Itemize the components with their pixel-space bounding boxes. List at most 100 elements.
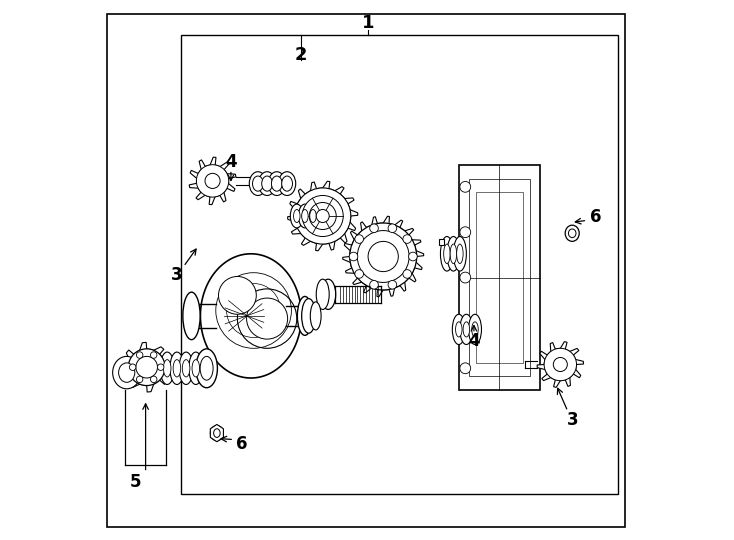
Text: 6: 6 <box>590 208 602 226</box>
Ellipse shape <box>294 210 300 222</box>
Ellipse shape <box>450 244 457 264</box>
Ellipse shape <box>568 229 576 238</box>
Ellipse shape <box>252 176 264 191</box>
Ellipse shape <box>456 322 462 337</box>
Ellipse shape <box>219 276 256 314</box>
Ellipse shape <box>182 360 190 377</box>
Polygon shape <box>440 239 443 245</box>
Ellipse shape <box>388 224 396 233</box>
Ellipse shape <box>457 244 463 264</box>
Ellipse shape <box>388 280 396 289</box>
Ellipse shape <box>349 223 417 290</box>
Ellipse shape <box>150 352 157 358</box>
Ellipse shape <box>164 360 171 377</box>
Text: 1: 1 <box>362 14 374 32</box>
Ellipse shape <box>250 172 266 195</box>
Polygon shape <box>343 216 424 297</box>
Polygon shape <box>200 254 302 378</box>
Ellipse shape <box>460 363 470 374</box>
Ellipse shape <box>349 252 357 261</box>
Ellipse shape <box>205 173 220 188</box>
Ellipse shape <box>272 176 282 191</box>
Ellipse shape <box>237 289 297 348</box>
Ellipse shape <box>247 298 288 339</box>
Ellipse shape <box>440 237 454 271</box>
Text: 4: 4 <box>468 332 480 350</box>
Ellipse shape <box>368 241 399 272</box>
Ellipse shape <box>268 172 286 195</box>
Polygon shape <box>537 342 584 387</box>
Ellipse shape <box>310 302 321 330</box>
Ellipse shape <box>447 237 460 271</box>
Ellipse shape <box>460 318 470 328</box>
Ellipse shape <box>262 176 272 191</box>
Ellipse shape <box>129 364 136 370</box>
Ellipse shape <box>357 231 409 282</box>
Text: 4: 4 <box>225 153 237 171</box>
Ellipse shape <box>278 172 296 195</box>
Ellipse shape <box>452 314 465 345</box>
Ellipse shape <box>443 244 450 264</box>
Text: 6: 6 <box>236 435 247 453</box>
Ellipse shape <box>544 348 576 381</box>
Ellipse shape <box>137 352 143 358</box>
Ellipse shape <box>460 181 470 192</box>
Ellipse shape <box>316 279 330 309</box>
Ellipse shape <box>294 188 351 244</box>
Ellipse shape <box>158 364 164 370</box>
Ellipse shape <box>460 314 473 345</box>
Ellipse shape <box>403 235 412 244</box>
Ellipse shape <box>460 272 470 283</box>
Ellipse shape <box>302 299 316 333</box>
Ellipse shape <box>136 356 158 378</box>
Ellipse shape <box>183 292 200 340</box>
Polygon shape <box>106 14 625 526</box>
Ellipse shape <box>258 172 276 195</box>
Ellipse shape <box>200 356 213 380</box>
Ellipse shape <box>137 376 143 383</box>
Polygon shape <box>189 157 236 205</box>
Ellipse shape <box>355 269 363 278</box>
Polygon shape <box>211 424 223 442</box>
Polygon shape <box>288 181 357 251</box>
Ellipse shape <box>112 356 141 389</box>
Ellipse shape <box>282 176 292 191</box>
Ellipse shape <box>565 225 579 241</box>
Text: 3: 3 <box>567 411 578 429</box>
Ellipse shape <box>197 165 229 197</box>
Ellipse shape <box>454 237 466 271</box>
Ellipse shape <box>309 202 336 230</box>
Ellipse shape <box>302 210 308 222</box>
Ellipse shape <box>192 360 200 377</box>
Ellipse shape <box>128 349 165 386</box>
Ellipse shape <box>119 363 135 382</box>
Ellipse shape <box>196 349 217 388</box>
Ellipse shape <box>370 280 378 289</box>
Ellipse shape <box>170 352 184 384</box>
Ellipse shape <box>370 224 378 233</box>
Text: 2: 2 <box>295 46 308 64</box>
Ellipse shape <box>307 204 319 228</box>
Ellipse shape <box>321 279 335 309</box>
Ellipse shape <box>553 357 567 372</box>
Ellipse shape <box>403 269 412 278</box>
Ellipse shape <box>316 210 330 222</box>
Ellipse shape <box>291 204 303 228</box>
Polygon shape <box>459 165 539 390</box>
Ellipse shape <box>299 204 311 228</box>
Ellipse shape <box>468 314 482 345</box>
Text: 5: 5 <box>130 472 142 491</box>
Ellipse shape <box>173 360 181 377</box>
Ellipse shape <box>150 376 157 383</box>
Ellipse shape <box>463 322 470 337</box>
Ellipse shape <box>179 352 193 384</box>
Ellipse shape <box>211 426 223 441</box>
Ellipse shape <box>472 322 479 337</box>
Ellipse shape <box>409 252 417 261</box>
Ellipse shape <box>214 429 220 437</box>
Ellipse shape <box>160 352 174 384</box>
Polygon shape <box>122 342 172 392</box>
Ellipse shape <box>355 235 363 244</box>
Ellipse shape <box>302 195 344 237</box>
Ellipse shape <box>297 296 313 335</box>
